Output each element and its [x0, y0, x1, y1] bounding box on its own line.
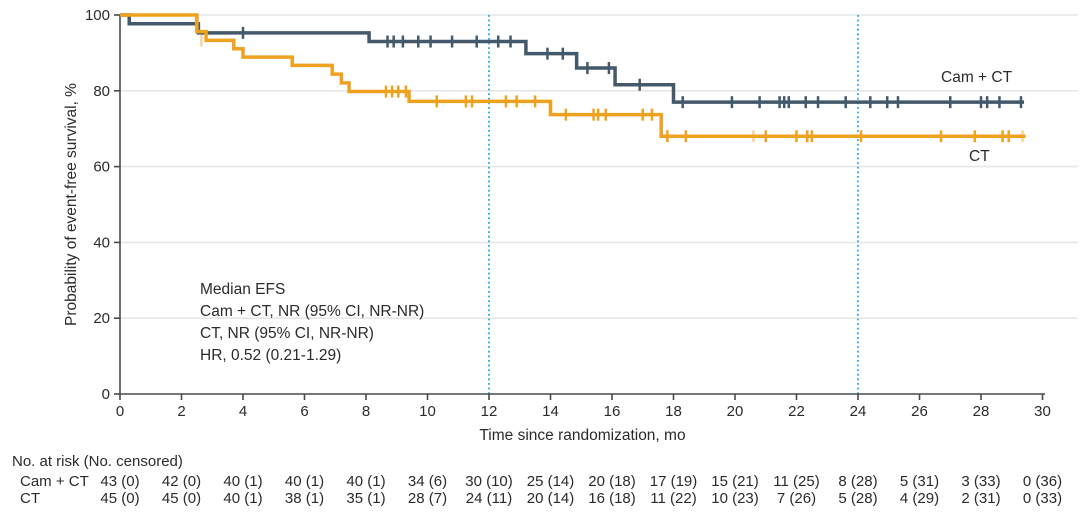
risk-value: 30 (10) — [465, 473, 513, 490]
x-tick-label: 18 — [665, 403, 682, 420]
x-tick-label: 16 — [604, 403, 621, 420]
x-tick-label: 30 — [1034, 403, 1051, 420]
y-tick-label: 40 — [93, 234, 110, 251]
risk-value: 45 (0) — [162, 490, 201, 507]
risk-value: 24 (11) — [466, 490, 512, 507]
risk-value: 38 (1) — [285, 490, 324, 507]
risk-value: 42 (0) — [162, 473, 201, 490]
y-tick-label: 100 — [85, 7, 110, 24]
risk-value: 7 (26) — [777, 490, 816, 507]
x-tick-label: 20 — [727, 403, 744, 420]
x-tick-label: 26 — [911, 403, 928, 420]
x-tick-label: 8 — [362, 403, 370, 420]
x-tick-label: 22 — [788, 403, 805, 420]
risk-value: 5 (31) — [900, 473, 939, 490]
y-tick-label: 20 — [93, 310, 110, 327]
y-axis-title: Probability of event-free survival, % — [63, 83, 80, 326]
risk-value: 2 (31) — [961, 490, 1000, 507]
x-tick-label: 14 — [542, 403, 559, 420]
risk-value: 40 (1) — [285, 473, 324, 490]
risk-value: 0 (33) — [1023, 490, 1062, 507]
annotation-line: HR, 0.52 (0.21-1.29) — [200, 347, 341, 364]
risk-value: 0 (36) — [1023, 473, 1062, 490]
curve-label-camct: Cam + CT — [941, 69, 1013, 86]
risk-value: 15 (21) — [711, 473, 759, 490]
risk-table-header: No. at risk (No. censored) — [12, 453, 183, 470]
risk-value: 4 (29) — [900, 490, 939, 507]
risk-value: 8 (28) — [838, 473, 877, 490]
risk-value: 28 (7) — [408, 490, 447, 507]
risk-value: 25 (14) — [527, 473, 575, 490]
x-axis-title: Time since randomization, mo — [479, 427, 685, 444]
x-tick-label: 12 — [481, 403, 498, 420]
risk-value: 11 (25) — [773, 473, 819, 490]
risk-value: 11 (22) — [650, 490, 696, 507]
risk-value: 40 (1) — [223, 473, 262, 490]
x-tick-label: 24 — [850, 403, 867, 420]
risk-value: 45 (0) — [100, 490, 139, 507]
annotation-line: CT, NR (95% CI, NR-NR) — [200, 325, 374, 342]
risk-row-label: CT — [20, 490, 40, 507]
curve-label-ct: CT — [969, 148, 990, 165]
x-tick-label: 4 — [239, 403, 247, 420]
annotation-line: Cam + CT, NR (95% CI, NR-NR) — [200, 303, 424, 320]
risk-value: 34 (6) — [408, 473, 447, 490]
risk-value: 40 (1) — [223, 490, 262, 507]
risk-value: 43 (0) — [100, 473, 139, 490]
risk-value: 5 (28) — [838, 490, 877, 507]
risk-value: 3 (33) — [961, 473, 1000, 490]
risk-value: 17 (19) — [650, 473, 698, 490]
x-tick-label: 2 — [177, 403, 185, 420]
risk-value: 35 (1) — [346, 490, 385, 507]
risk-value: 20 (14) — [527, 490, 575, 507]
risk-value: 40 (1) — [346, 473, 385, 490]
y-tick-label: 60 — [93, 159, 110, 176]
x-tick-label: 0 — [116, 403, 124, 420]
risk-value: 20 (18) — [588, 473, 636, 490]
risk-value: 16 (18) — [588, 490, 636, 507]
y-tick-label: 80 — [93, 83, 110, 100]
km-curve-camct — [120, 13, 1025, 104]
annotation-line: Median EFS — [200, 281, 285, 298]
risk-row-label: Cam + CT — [20, 473, 89, 490]
km-curve-ct — [120, 13, 1026, 139]
x-tick-label: 6 — [300, 403, 308, 420]
risk-value: 10 (23) — [711, 490, 759, 507]
x-tick-label: 10 — [419, 403, 436, 420]
y-tick-label: 0 — [102, 386, 110, 403]
x-tick-label: 28 — [973, 403, 990, 420]
